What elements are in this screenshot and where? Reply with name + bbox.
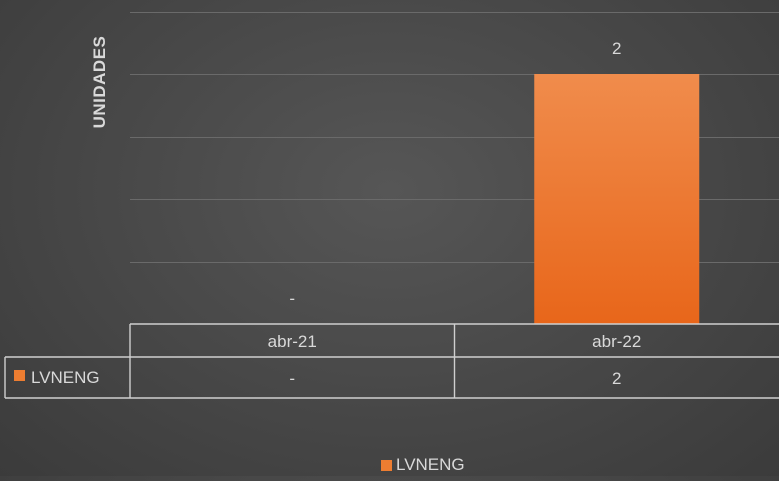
table-row-label: LVNENG	[31, 368, 100, 387]
legend-label: LVNENG	[396, 455, 465, 474]
bar	[534, 74, 700, 324]
table-cell: 2	[612, 369, 621, 388]
table-header-cell: abr-22	[592, 332, 641, 351]
table-cell: -	[289, 369, 295, 388]
y-axis-label: UNIDADES	[90, 35, 109, 129]
legend: LVNENG	[381, 455, 465, 475]
table-legend-swatch	[14, 370, 25, 381]
table-header-cell: abr-21	[268, 332, 317, 351]
legend-swatch	[381, 459, 392, 471]
data-label: 2	[612, 39, 621, 58]
data-label: -	[289, 289, 295, 308]
